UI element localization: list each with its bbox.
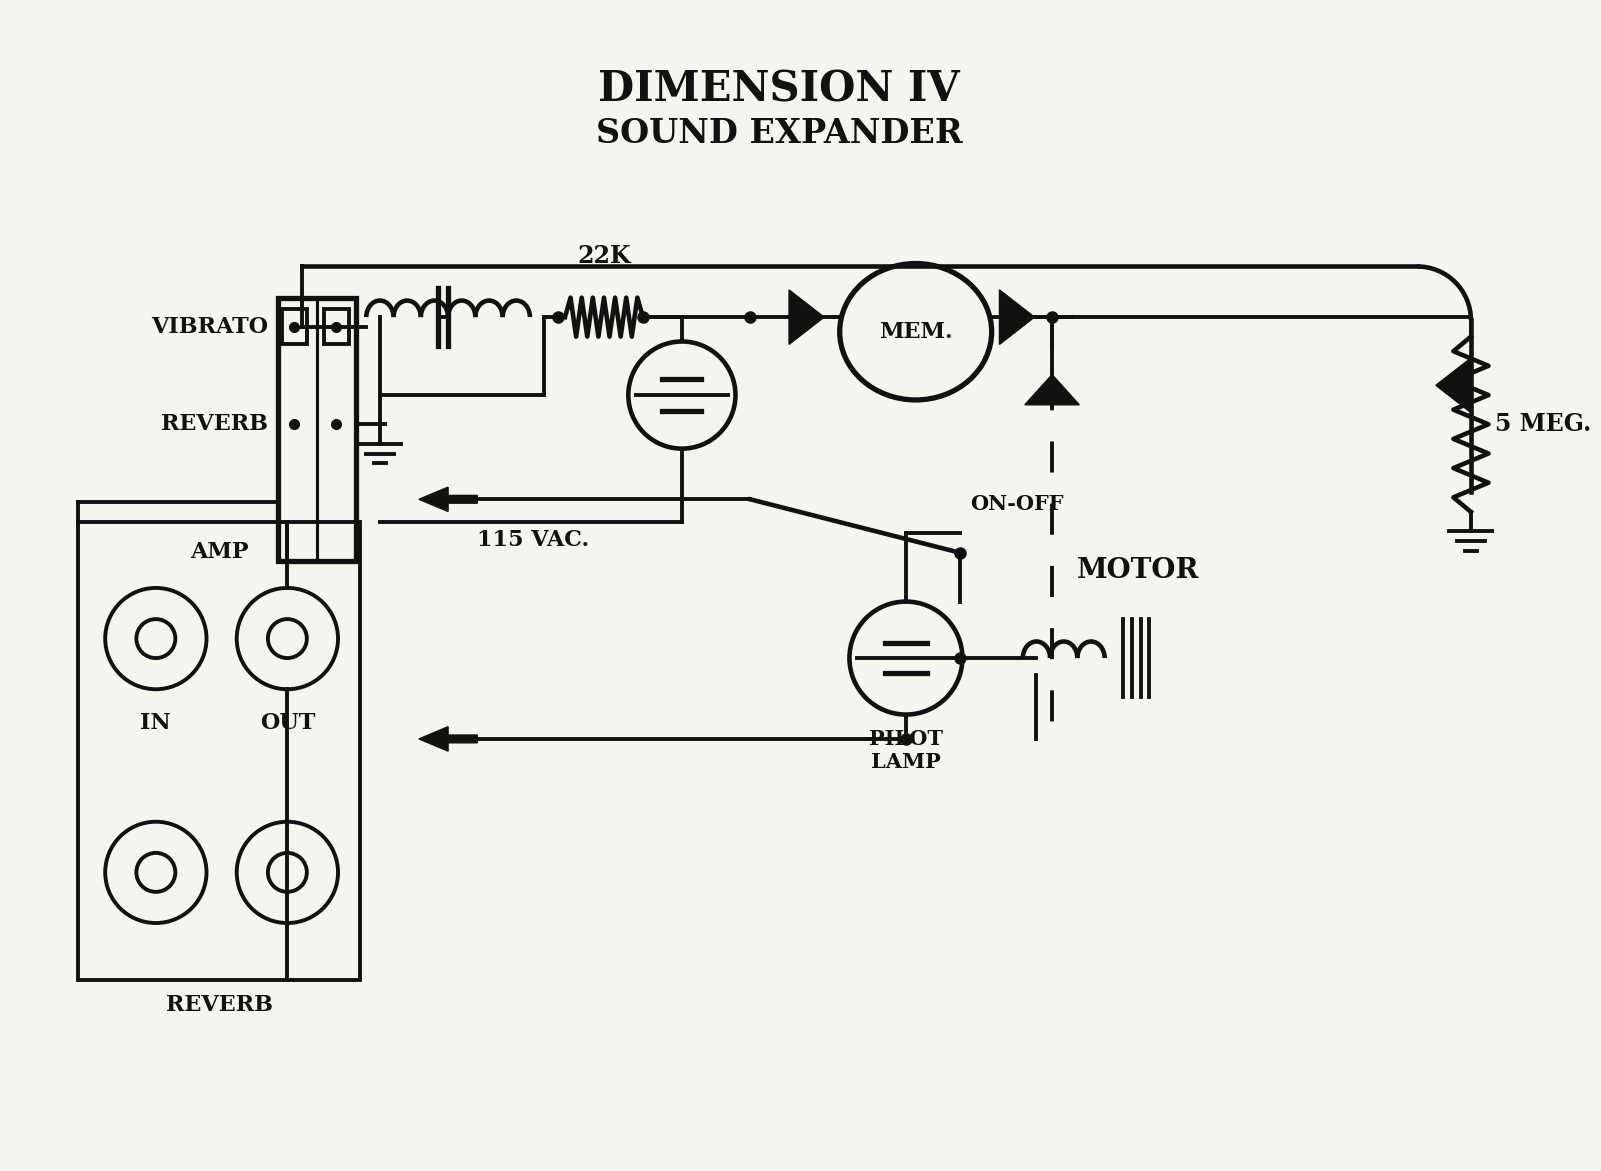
Polygon shape <box>1025 375 1079 405</box>
Polygon shape <box>999 290 1034 344</box>
Text: ON-OFF: ON-OFF <box>970 494 1063 514</box>
Text: VIBRATO: VIBRATO <box>150 316 267 338</box>
Bar <box>78 522 360 979</box>
Text: PILOT
LAMP: PILOT LAMP <box>869 730 943 773</box>
Text: SOUND EXPANDER: SOUND EXPANDER <box>596 117 962 150</box>
Text: REVERB: REVERB <box>165 994 272 1016</box>
Polygon shape <box>1436 358 1471 412</box>
Text: OUT: OUT <box>259 712 315 734</box>
Bar <box>277 297 355 561</box>
Polygon shape <box>789 290 825 344</box>
Bar <box>325 309 349 344</box>
Text: IN: IN <box>141 712 171 734</box>
Bar <box>282 309 307 344</box>
Text: 22K: 22K <box>578 245 631 268</box>
Text: MOTOR: MOTOR <box>1076 557 1199 584</box>
Text: 5 MEG.: 5 MEG. <box>1495 412 1591 437</box>
Text: 115 VAC.: 115 VAC. <box>477 528 589 550</box>
FancyArrow shape <box>419 727 477 751</box>
Text: REVERB: REVERB <box>160 413 267 436</box>
Text: AMP: AMP <box>191 541 248 563</box>
Text: DIMENSION IV: DIMENSION IV <box>599 69 961 111</box>
FancyArrow shape <box>419 487 477 512</box>
Text: MEM.: MEM. <box>879 321 953 343</box>
